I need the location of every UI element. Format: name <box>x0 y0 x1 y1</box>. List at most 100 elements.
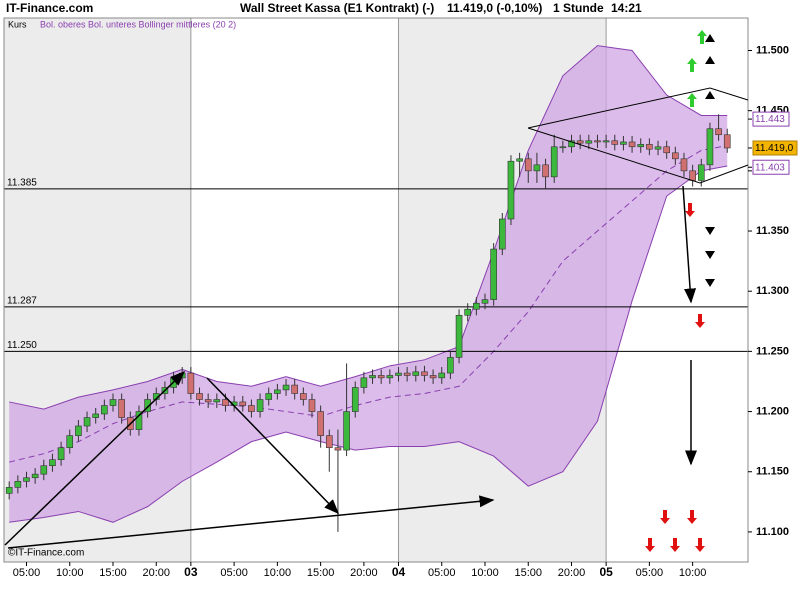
candle-body <box>680 158 688 172</box>
candle-body <box>265 393 273 400</box>
candle-body <box>83 417 91 427</box>
candle-body <box>637 144 645 148</box>
candle-body <box>334 447 342 451</box>
candle-body <box>49 459 56 467</box>
y-tick-label: 11.300 <box>756 285 789 297</box>
candle-body <box>723 134 731 149</box>
quote: 11.419,0 (-0,10%) <box>447 1 542 15</box>
price-label: 11.403 <box>755 162 785 173</box>
target-arrow <box>682 185 697 304</box>
price-box <box>752 111 790 127</box>
candle-body <box>464 308 472 316</box>
candle-body <box>66 435 74 448</box>
x-tick-label: 20:00 <box>558 567 586 579</box>
candle-body <box>109 399 117 406</box>
price-box <box>752 140 798 156</box>
trend-line <box>206 377 340 515</box>
candle-body <box>325 435 333 448</box>
candle-body <box>706 128 714 166</box>
y-tick-label: 11.150 <box>756 466 789 478</box>
x-tick-label: 10:00 <box>679 567 707 579</box>
x-tick-label: 05:00 <box>428 567 456 579</box>
candle-body <box>369 375 376 379</box>
candle-body <box>239 401 247 406</box>
candle-body <box>40 465 48 475</box>
candle-body <box>516 158 523 162</box>
candle-body <box>473 302 480 310</box>
candle-body <box>533 164 541 172</box>
candle-body <box>594 140 601 143</box>
candle-body <box>204 399 212 403</box>
x-tick-label: 15:00 <box>514 567 542 579</box>
candle-body <box>611 140 619 145</box>
candle-body <box>282 384 290 391</box>
candle-body <box>507 160 515 220</box>
x-tick-label: 05:00 <box>13 567 41 579</box>
level-label: 11.385 <box>7 178 37 189</box>
candle-body <box>585 140 593 144</box>
y-tick-label: 11.250 <box>756 345 789 357</box>
candle-body <box>196 393 203 400</box>
x-tick-label: 05:00 <box>220 567 248 579</box>
candle-body <box>429 375 437 379</box>
candle-body <box>412 371 420 376</box>
down-triangle <box>705 227 715 287</box>
candle-body <box>395 372 402 376</box>
x-tick-label: 15:00 <box>99 567 127 579</box>
legend-price: Kurs <box>8 19 27 29</box>
candle-body <box>447 357 454 374</box>
x-tick-label: 20:00 <box>350 567 378 579</box>
candle-body <box>213 399 221 403</box>
level-label: 11.250 <box>7 340 37 351</box>
candle-body <box>455 314 463 358</box>
candle-body <box>187 372 195 394</box>
candle-body <box>697 164 705 181</box>
candle-body <box>386 375 394 379</box>
candle-body <box>118 399 125 418</box>
candle-body <box>715 128 722 136</box>
candle-body <box>23 477 30 482</box>
candle-body <box>654 146 662 150</box>
up-arrow <box>687 30 707 107</box>
candle-body <box>602 140 610 143</box>
candle-body <box>524 158 532 172</box>
plot-frame <box>3 17 749 563</box>
candle-body <box>31 473 39 479</box>
trend-line <box>4 370 186 546</box>
candle-body <box>481 299 489 304</box>
signal-icons <box>645 30 715 552</box>
candle-body <box>308 399 316 412</box>
candle-body <box>377 375 385 379</box>
candle-body <box>360 377 368 388</box>
candle-body <box>421 371 428 376</box>
x-tick-label: 05 <box>599 565 613 579</box>
candle-body <box>248 405 255 412</box>
x-tick-label: 05:00 <box>636 567 664 579</box>
candle-body <box>438 372 446 379</box>
candle-body <box>542 164 549 178</box>
candle-body <box>576 140 584 144</box>
x-tick-label: 03 <box>184 565 198 579</box>
site-name: IT-Finance.com <box>6 1 93 15</box>
watermark: ©IT-Finance.com <box>8 548 84 559</box>
y-tick-label: 11.350 <box>756 225 789 237</box>
candle-body <box>135 411 143 430</box>
x-tick-label: 10:00 <box>56 567 84 579</box>
x-tick-label: 10:00 <box>471 567 499 579</box>
x-tick-label: 04 <box>392 565 406 579</box>
candle-body <box>672 152 679 160</box>
price-box <box>752 159 790 175</box>
legend-bollinger: Bol. oberes Bol. unteres Bollinger mittl… <box>40 19 236 29</box>
y-tick-label: 11.500 <box>756 44 789 56</box>
level-label: 11.287 <box>7 295 37 306</box>
candle-body <box>351 387 359 412</box>
candle-body <box>689 170 696 181</box>
candle-body <box>568 140 575 148</box>
candle-body <box>490 248 497 300</box>
candle-body <box>256 399 264 412</box>
y-tick-label: 11.200 <box>756 405 789 417</box>
x-tick-label: 15:00 <box>307 567 335 579</box>
candle-body <box>550 146 558 178</box>
y-tick-label: 11.100 <box>756 526 789 538</box>
candle-body <box>57 447 65 460</box>
